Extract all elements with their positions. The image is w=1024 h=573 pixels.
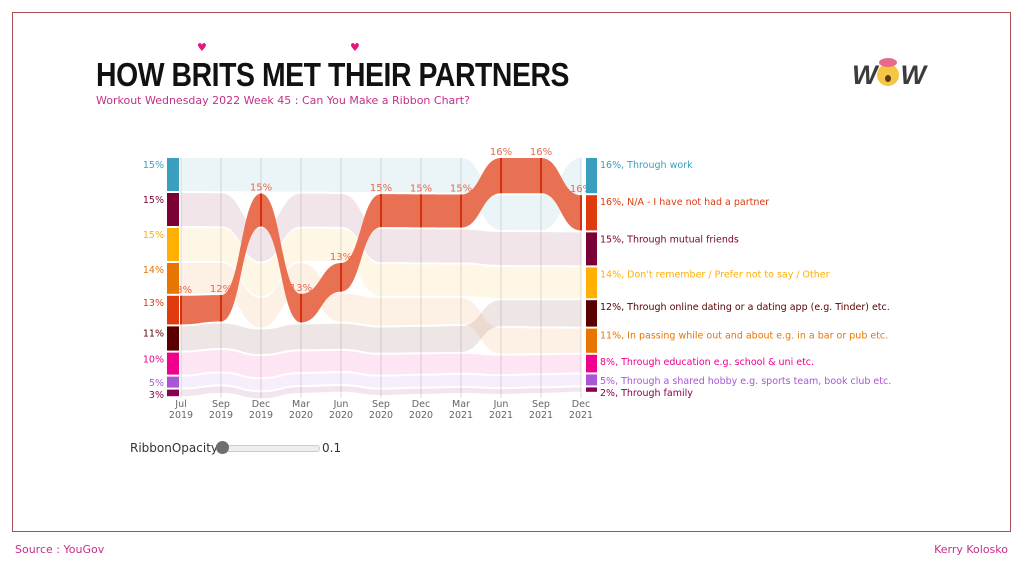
x-tick-label: Jun (333, 399, 349, 410)
data-label: 15% (450, 184, 472, 195)
legend-label: 14%, Don't remember / Prefer not to say … (600, 269, 830, 280)
ribbon (181, 300, 581, 355)
start-value-label: 13% (143, 298, 164, 309)
x-tick-label: 2019 (249, 410, 273, 421)
start-value-label: 11% (143, 328, 164, 339)
legend-label: 16%, Through work (600, 160, 693, 171)
highlighted-ribbon (181, 158, 581, 325)
start-bar-segment (167, 263, 179, 294)
x-tick-label: Dec (572, 399, 590, 410)
data-label: 15% (250, 182, 272, 193)
legend-label: 15%, Through mutual friends (600, 234, 739, 245)
start-bar-segment (167, 193, 179, 226)
ribbon-opacity-label: RibbonOpacity (130, 441, 219, 455)
x-tick-label: Dec (252, 399, 270, 410)
ribbon (181, 193, 581, 266)
end-bar-segment (586, 195, 597, 231)
ribbon (181, 386, 581, 399)
start-bar-segment (167, 228, 179, 261)
data-label: 13% (290, 283, 312, 294)
legend-label: 11%, In passing while out and about e.g.… (600, 331, 888, 342)
heart-icon: ♥ (197, 41, 207, 54)
start-bar-segment (167, 295, 179, 325)
legend-label: 12%, Through online dating or a dating a… (600, 302, 890, 313)
data-label: 13% (330, 252, 352, 263)
start-bar-segment (167, 326, 179, 351)
exploding-head-emoji-icon (877, 58, 900, 86)
ribbon (181, 158, 581, 231)
data-label: 16% (490, 147, 512, 158)
x-tick-label: 2020 (369, 410, 393, 421)
x-tick-label: 2020 (329, 410, 353, 421)
data-label: 16% (530, 147, 552, 158)
x-tick-label: 2019 (209, 410, 233, 421)
x-tick-label: 2021 (449, 410, 473, 421)
data-label: 16% (570, 184, 592, 195)
ribbon-opacity-slider-handle[interactable] (216, 441, 229, 454)
x-tick-label: Jun (493, 399, 509, 410)
x-tick-label: Mar (452, 399, 470, 410)
start-bar-segment (167, 158, 179, 191)
x-tick-label: Jul (174, 399, 186, 410)
start-value-label: 15% (143, 230, 164, 241)
data-label: 12% (210, 284, 232, 295)
heart-icon: ♥ (350, 41, 360, 54)
x-tick-label: 2020 (289, 410, 313, 421)
end-bar-segment (586, 354, 597, 373)
start-value-label: 10% (143, 355, 164, 366)
end-bar-segment (586, 232, 597, 266)
ribbon-opacity-value: 0.1 (322, 441, 342, 455)
legend-label: 8%, Through education e.g. school & uni … (600, 357, 814, 368)
ribbon (181, 263, 581, 354)
x-tick-label: 2021 (569, 410, 593, 421)
ribbon (181, 228, 581, 299)
x-tick-label: Sep (212, 399, 230, 410)
author-credit: Kerry Kolosko (934, 543, 1008, 556)
page-subtitle: Workout Wednesday 2022 Week 45 : Can You… (96, 94, 470, 107)
end-bar-segment (586, 267, 597, 299)
dashboard-frame (12, 12, 1011, 532)
start-bar-segment (167, 389, 179, 397)
page-title: HOW BRITS MET THEIR PARTNERS (96, 56, 569, 94)
x-tick-label: Dec (412, 399, 430, 410)
start-value-label: 14% (143, 265, 164, 276)
legend-label: 2%, Through family (600, 388, 693, 399)
data-label: 15% (370, 183, 392, 194)
ribbon (181, 349, 581, 378)
end-bar-segment (586, 328, 597, 353)
x-tick-label: 2019 (169, 410, 193, 421)
end-bar-segment (586, 374, 597, 386)
start-bar-segment (167, 352, 179, 375)
end-bar-segment (586, 300, 597, 327)
x-tick-label: Sep (372, 399, 390, 410)
source-note: Source : YouGov (15, 543, 105, 556)
start-value-label: 5% (149, 378, 164, 389)
x-tick-label: Mar (292, 399, 310, 410)
data-label: 15% (410, 183, 432, 194)
x-tick-label: Sep (532, 399, 550, 410)
ribbon-opacity-slider[interactable] (220, 445, 320, 452)
start-value-label: 3% (149, 390, 164, 401)
end-bar-segment (586, 158, 597, 194)
end-bar-segment (586, 387, 597, 392)
ribbon (181, 373, 581, 391)
legend-label: 5%, Through a shared hobby e.g. sports t… (600, 376, 891, 387)
start-value-label: 15% (143, 160, 164, 171)
x-tick-label: 2020 (409, 410, 433, 421)
x-tick-label: 2021 (489, 410, 513, 421)
legend-label: 16%, N/A - I have not had a partner (600, 197, 769, 208)
start-value-label: 15% (143, 195, 164, 206)
x-tick-label: 2021 (529, 410, 553, 421)
data-label: 13% (170, 285, 192, 296)
start-bar-segment (167, 376, 179, 388)
page-title-text: HOW BRITS MET THEIR PARTNERS (96, 56, 570, 93)
